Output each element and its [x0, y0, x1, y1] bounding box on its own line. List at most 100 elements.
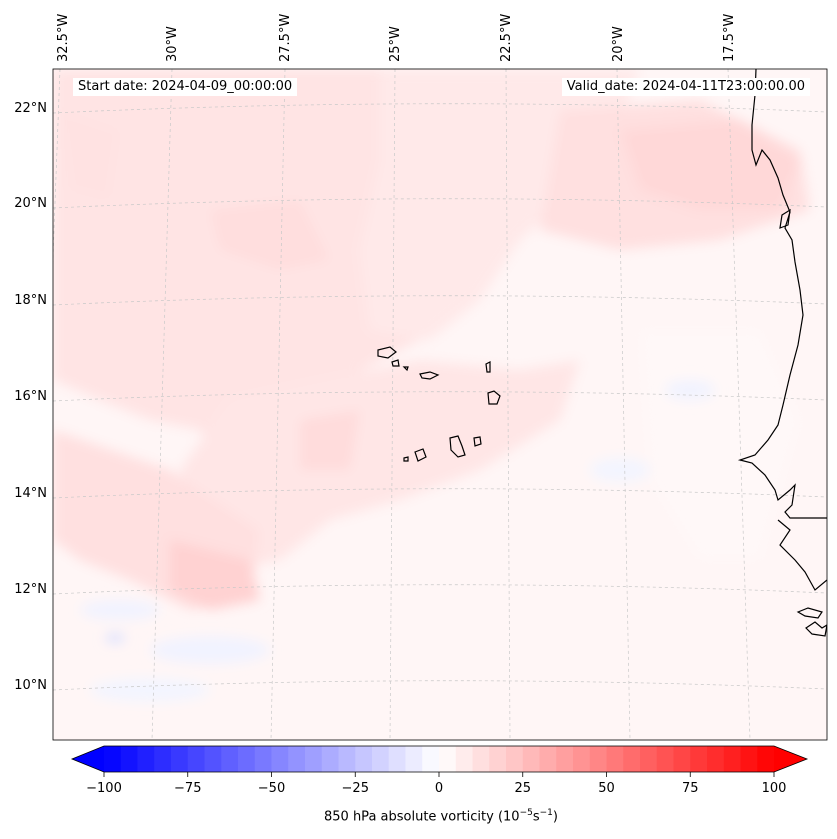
- lon-label: 32.5°W: [56, 14, 71, 62]
- colorbar-segment: [740, 746, 758, 772]
- colorbar-segment: [573, 746, 591, 772]
- start-date-label: Start date: 2024-04-09_00:00:00: [73, 78, 298, 96]
- parallel: [53, 391, 827, 402]
- colorbar-segment: [254, 746, 273, 772]
- vorticity-region: [150, 636, 270, 664]
- island: [449, 435, 466, 458]
- parallel: [53, 584, 827, 595]
- lon-label: 20°W: [611, 26, 626, 62]
- meridian: [389, 69, 396, 740]
- colorbar-ticks: [103, 772, 775, 777]
- parallel: [53, 103, 827, 114]
- africa-coastline: [777, 519, 827, 591]
- vorticity-region: [620, 120, 800, 210]
- colorbar-segment: [606, 746, 624, 772]
- longitude-labels: 32.5°W 30°W 27.5°W 25°W 22.5°W 20°W 17.5…: [56, 14, 737, 62]
- colorbar-segment: [355, 746, 373, 772]
- colorbar-tick-label: 25: [514, 781, 532, 796]
- colorbar-tick-label: 0: [434, 781, 444, 796]
- colorbar-segment: [288, 746, 306, 772]
- colorbar-segment: [137, 746, 155, 772]
- colorbar-segment: [656, 746, 675, 772]
- colorbar-segment: [757, 746, 775, 772]
- island: [487, 390, 501, 405]
- colorbar-title-mid: s: [532, 809, 540, 825]
- colorbar-tick-label: 75: [681, 781, 699, 796]
- vorticity-region: [105, 633, 125, 643]
- graticule: [53, 69, 827, 740]
- colorbar-segment: [171, 746, 189, 772]
- colorbar-tick-label: −100: [86, 781, 122, 796]
- colorbar-segment: [522, 746, 541, 772]
- map-frame: [52, 68, 828, 741]
- island: [377, 346, 397, 359]
- africa-coastline: [796, 607, 823, 619]
- colorbar-segment: [221, 746, 239, 772]
- colorbar-segment: [623, 746, 641, 772]
- meridian: [505, 69, 511, 740]
- lat-label: 16°N: [14, 389, 47, 404]
- colorbar-title-suffix: ): [552, 809, 558, 825]
- colorbar-segment: [422, 746, 440, 772]
- parallel: [53, 488, 827, 499]
- colorbar-tick-label: 50: [598, 781, 615, 796]
- colorbar-segment: [640, 746, 658, 772]
- lat-label: 12°N: [14, 582, 47, 597]
- vorticity-region: [80, 600, 160, 620]
- colorbar-title-exp2: −1: [539, 808, 553, 818]
- colorbar-title: 850 hPa absolute vorticity (10−5s−1): [0, 808, 837, 824]
- vorticity-region: [170, 540, 260, 610]
- colorbar-segment: [489, 746, 507, 772]
- colorbar-segment: [271, 746, 289, 772]
- colorbar-segment: [707, 746, 725, 772]
- colorbar-segment: [405, 746, 423, 772]
- cape-verde-islands: [377, 346, 501, 462]
- island: [485, 361, 491, 373]
- vorticity-region: [210, 200, 330, 270]
- parallel: [53, 680, 827, 691]
- colorbar-tick-label: −75: [174, 781, 202, 796]
- colorbar-segment: [338, 746, 356, 772]
- meridian: [616, 69, 631, 740]
- meridian: [727, 69, 751, 740]
- colorbar-tick-label: −50: [257, 781, 286, 796]
- vorticity-region: [90, 678, 210, 702]
- lon-label: 22.5°W: [499, 14, 514, 62]
- lat-label: 22°N: [14, 101, 47, 116]
- colorbar-title-exp1: −5: [519, 808, 533, 818]
- meridian: [151, 69, 173, 740]
- island: [403, 456, 409, 462]
- lon-label: 27.5°W: [278, 14, 293, 62]
- colorbar-segment: [204, 746, 222, 772]
- lat-label: 20°N: [14, 196, 47, 211]
- colorbar-segment: [556, 746, 574, 772]
- colorbar-segment: [472, 746, 490, 772]
- africa-coastline: [779, 208, 791, 229]
- colorbar-segment: [539, 746, 557, 772]
- colorbar-segment: [723, 746, 742, 772]
- island: [391, 359, 400, 367]
- vorticity-region: [60, 110, 120, 200]
- vorticity-region: [590, 458, 650, 482]
- lat-label: 14°N: [14, 486, 47, 501]
- colorbar-segment: [506, 746, 524, 772]
- colorbar-segment: [388, 746, 407, 772]
- vorticity-region: [665, 380, 715, 400]
- colorbar-tick-label: −25: [341, 781, 369, 796]
- colorbar-segment: [673, 746, 691, 772]
- island: [473, 436, 482, 447]
- valid-date-label: Valid_date: 2024-04-11T23:00:00.00: [561, 78, 810, 96]
- colorbar-segment: [439, 746, 457, 772]
- colorbar-segment: [238, 746, 256, 772]
- colorbar-segment: [690, 746, 708, 772]
- parallel: [53, 198, 827, 209]
- meridian: [270, 69, 286, 740]
- colorbar-segment: [154, 746, 172, 772]
- vorticity-region: [300, 410, 360, 470]
- colorbar-title-prefix: 850 hPa absolute vorticity (10: [324, 809, 520, 825]
- colorbar-segment: [187, 746, 206, 772]
- map-panel: 32.5°W 30°W 27.5°W 25°W 22.5°W 20°W 17.5…: [14, 14, 828, 741]
- lat-label: 10°N: [14, 678, 47, 693]
- colorbar-segment: [589, 746, 608, 772]
- island: [419, 371, 440, 380]
